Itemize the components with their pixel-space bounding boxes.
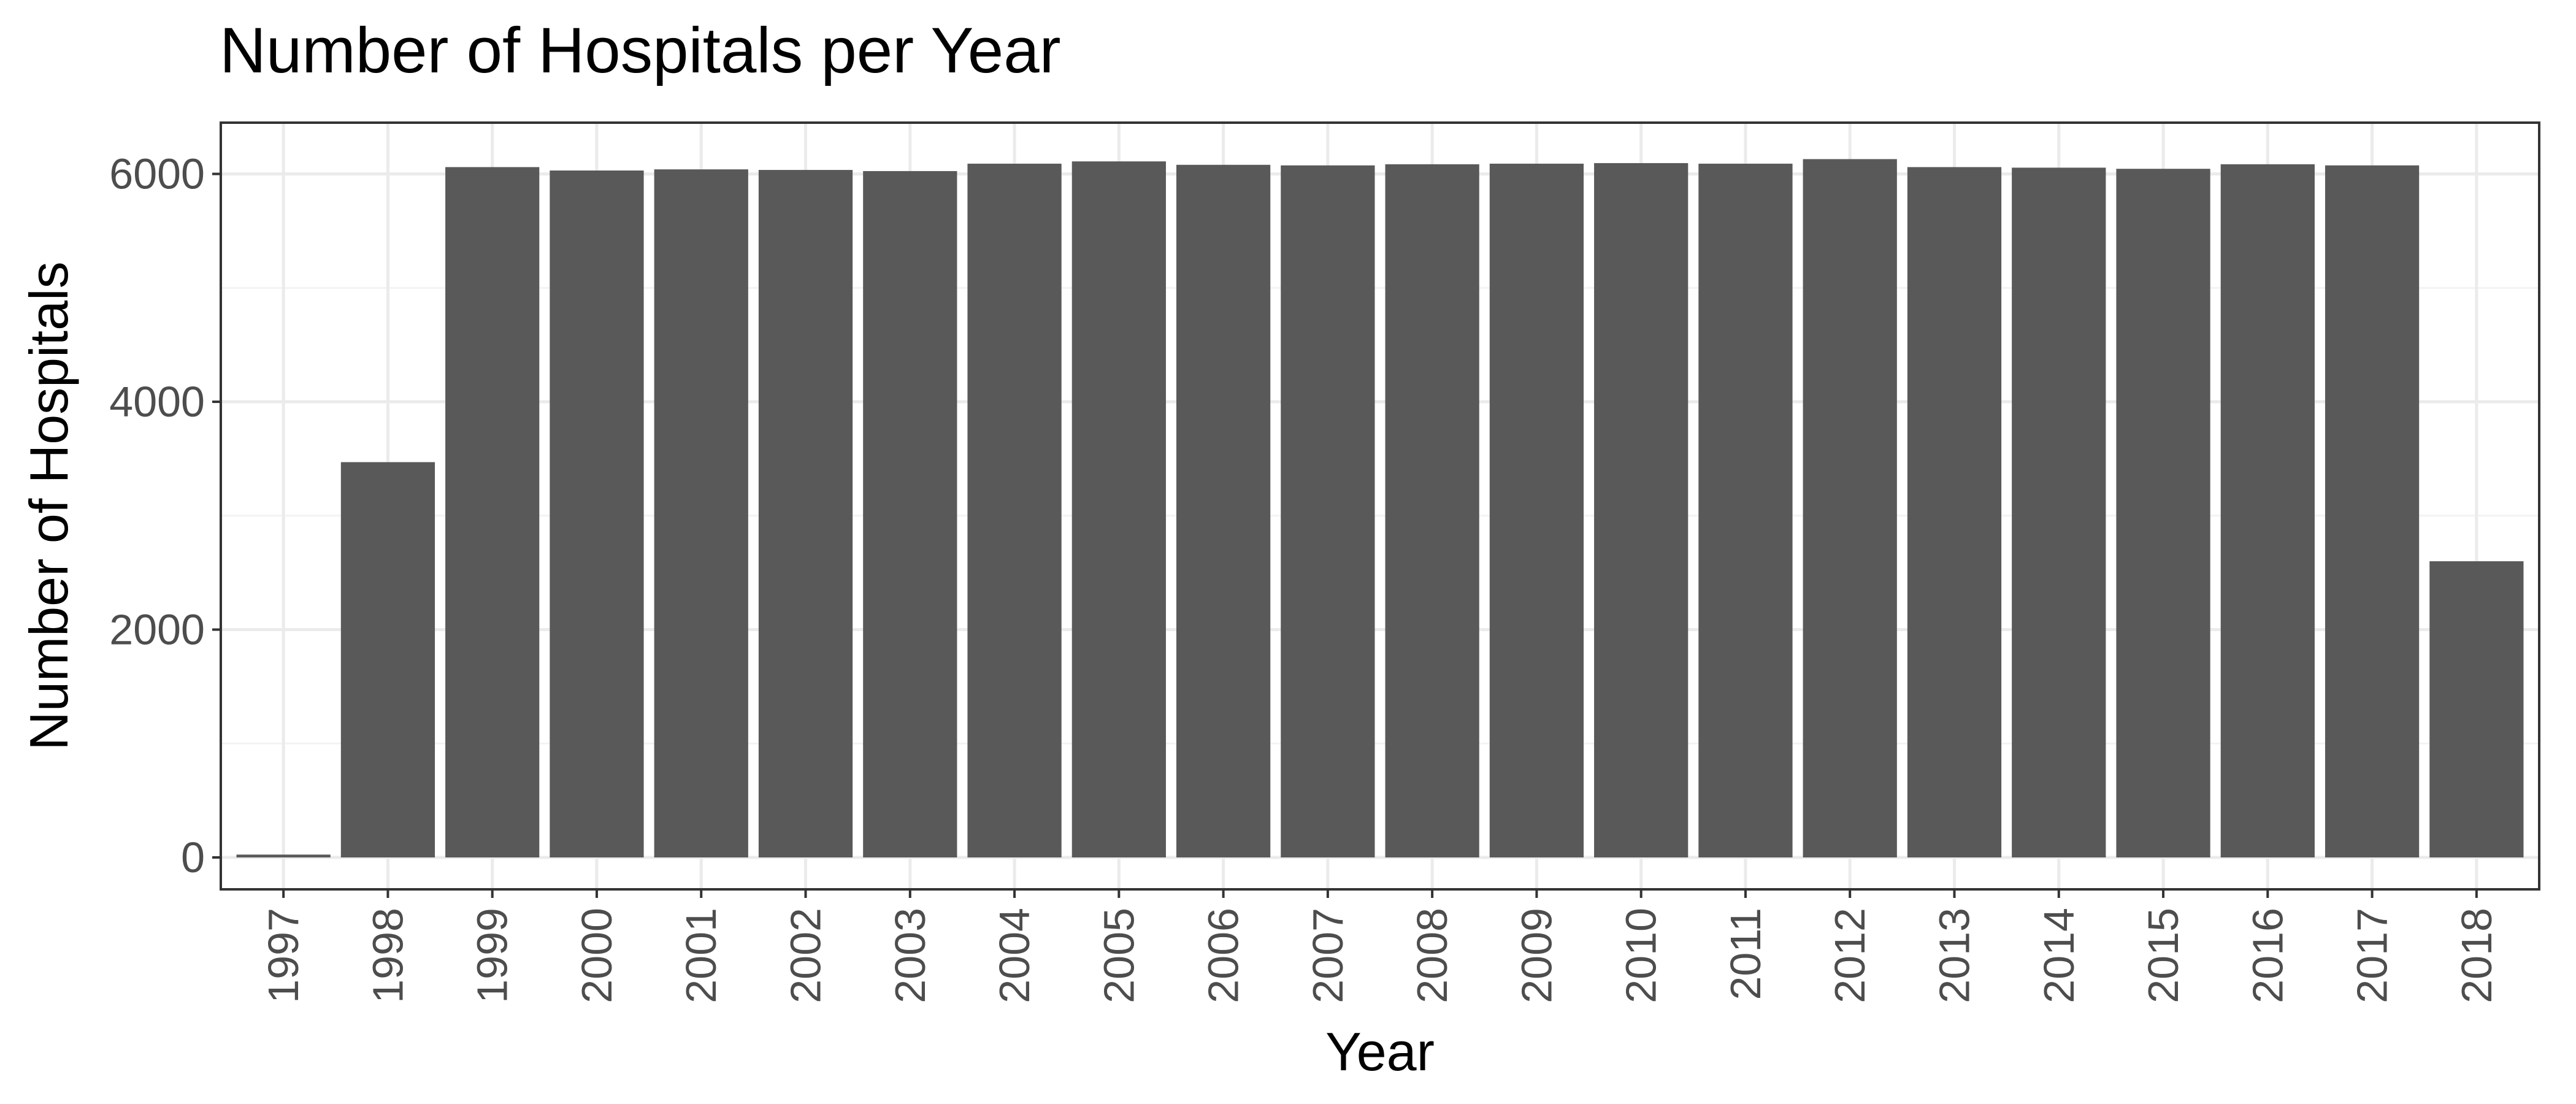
x-tick-label: 2009 <box>1512 908 1560 1003</box>
x-tick-label: 2000 <box>573 908 621 1003</box>
x-tick-label: 1997 <box>259 908 307 1003</box>
bar-1998 <box>340 462 435 857</box>
chart-title: Number of Hospitals per Year <box>220 15 1061 86</box>
bar-2006 <box>1176 164 1271 857</box>
bar-2012 <box>1803 159 1897 857</box>
x-tick-label: 2016 <box>2244 908 2291 1003</box>
bar-2007 <box>1281 165 1375 857</box>
x-tick-label: 2017 <box>2348 908 2396 1003</box>
x-tick-label: 2003 <box>886 908 934 1003</box>
bar-2005 <box>1071 161 1166 857</box>
bar-1999 <box>445 167 540 857</box>
bars <box>236 159 2524 857</box>
bar-2002 <box>758 170 853 857</box>
x-tick-label: 2006 <box>1200 908 1248 1003</box>
bar-2011 <box>1698 163 1793 857</box>
bar-2010 <box>1594 163 1689 857</box>
bar-2014 <box>2012 167 2106 857</box>
plot-panel-border <box>220 121 2540 891</box>
bar-2009 <box>1489 163 1584 857</box>
x-tick-label: 1999 <box>469 908 516 1003</box>
x-tick-label: 2013 <box>1930 908 1978 1003</box>
x-tick-label: 2007 <box>1304 908 1352 1003</box>
y-tick-label: 6000 <box>109 150 205 198</box>
bar-2000 <box>550 171 644 857</box>
x-tick-label: 2018 <box>2453 908 2501 1003</box>
x-tick-label: 1998 <box>364 908 412 1003</box>
y-axis: 0 2000 4000 6000 <box>109 150 221 881</box>
bar-2003 <box>863 171 957 857</box>
bar-2017 <box>2325 165 2420 857</box>
x-tick-label: 2008 <box>1408 908 1456 1003</box>
x-tick-label: 2002 <box>782 908 830 1003</box>
bar-2016 <box>2220 164 2315 857</box>
x-tick-label: 2001 <box>677 908 725 1003</box>
bar-2015 <box>2116 169 2210 857</box>
bar-2004 <box>967 163 1062 857</box>
x-tick-label: 2012 <box>1826 908 1874 1003</box>
x-tick-label: 2010 <box>1617 908 1665 1003</box>
bar-2018 <box>2429 561 2524 857</box>
bar-2008 <box>1385 164 1479 857</box>
y-axis-title: Number of Hospitals <box>18 261 79 750</box>
y-tick-label: 2000 <box>109 606 205 654</box>
bar-1997 <box>236 854 331 857</box>
y-tick-label: 4000 <box>109 378 205 426</box>
x-tick-label: 2005 <box>1095 908 1143 1003</box>
x-tick-label: 2004 <box>991 908 1038 1003</box>
x-tick-label: 2014 <box>2035 908 2083 1003</box>
x-tick-label: 2011 <box>1722 908 1769 1000</box>
x-tick-label: 2015 <box>2139 908 2187 1003</box>
bar-2001 <box>654 169 748 857</box>
bar-2013 <box>1907 167 2002 857</box>
y-tick-label: 0 <box>181 834 205 881</box>
x-axis-title: Year <box>1325 1021 1435 1082</box>
x-axis: 1997 1998 1999 2000 2001 2002 2003 2004 2005 2006… <box>259 889 2501 1003</box>
